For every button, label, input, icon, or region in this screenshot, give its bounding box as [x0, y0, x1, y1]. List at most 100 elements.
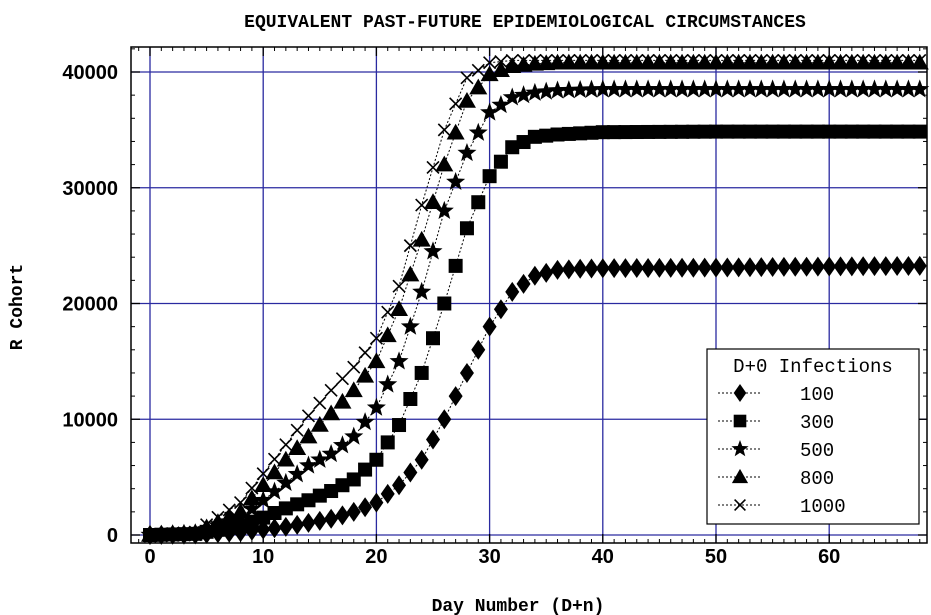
cross-stroke: [754, 53, 768, 67]
data-point: [683, 79, 703, 98]
legend-title: D+0 Infections: [733, 356, 893, 378]
data-point: [754, 53, 768, 67]
legend-item: 500: [718, 440, 834, 462]
data-point: [516, 135, 531, 150]
data-point: [853, 79, 873, 98]
data-point: [460, 71, 474, 85]
cross-stroke: [177, 526, 191, 540]
data-point: [864, 79, 884, 98]
data-point: [584, 258, 599, 279]
x-tick-label: 20: [365, 546, 387, 568]
cross-stroke: [856, 53, 870, 67]
data-point: [595, 258, 610, 279]
data-point: [641, 257, 656, 278]
data-point: [298, 455, 318, 474]
data-point: [751, 79, 771, 98]
data-point: [867, 124, 882, 139]
cross-stroke: [245, 481, 259, 495]
data-point: [810, 256, 825, 277]
data-point: [743, 53, 757, 67]
data-point: [559, 80, 579, 99]
data-point: [663, 257, 678, 278]
data-point: [380, 483, 395, 504]
data-point: [459, 221, 474, 236]
data-point: [312, 488, 327, 503]
data-point: [435, 155, 454, 172]
data-point: [166, 526, 180, 541]
data-point: [355, 412, 375, 431]
series-1000: [143, 53, 927, 542]
data-point: [652, 124, 667, 139]
data-point: [287, 464, 307, 483]
data-point: [265, 463, 284, 480]
cross-stroke: [449, 97, 463, 111]
data-point: [663, 124, 678, 139]
data-point: [267, 518, 282, 539]
cross-stroke: [550, 53, 565, 67]
data-point: [879, 53, 893, 67]
legend-item: 100: [718, 384, 834, 406]
data-point: [412, 281, 432, 301]
data-point: [468, 122, 488, 141]
data-point: [799, 256, 814, 277]
data-point: [483, 56, 497, 70]
data-point: [561, 259, 576, 280]
data-point: [615, 79, 635, 98]
data-point: [457, 143, 477, 162]
cross-stroke: [347, 360, 361, 374]
data-point: [480, 65, 499, 82]
data-point: [720, 257, 735, 278]
data-point: [332, 435, 352, 454]
data-point: [211, 510, 225, 524]
data-point: [494, 55, 508, 69]
chart-title: EQUIVALENT PAST-FUTURE EPIDEMIOLOGICAL C…: [244, 13, 806, 33]
data-point: [562, 53, 576, 67]
cross-stroke: [200, 518, 214, 532]
data-point: [367, 352, 386, 369]
data-point: [664, 53, 678, 67]
cross-stroke: [256, 467, 270, 481]
data-point: [400, 316, 420, 335]
data-point: [833, 256, 848, 277]
cross-stroke: [607, 53, 621, 67]
data-point: [709, 124, 723, 139]
data-point: [313, 396, 327, 410]
data-point: [423, 241, 443, 260]
data-point: [698, 53, 712, 67]
cross-stroke: [392, 279, 406, 293]
data-point: [415, 198, 429, 212]
data-point: [471, 339, 486, 360]
data-point: [844, 256, 859, 277]
data-point: [482, 316, 497, 337]
data-point: [709, 257, 723, 278]
data-point: [607, 125, 622, 140]
cross-stroke: [460, 71, 474, 85]
data-point: [276, 450, 295, 467]
x-tick-label: 40: [592, 546, 614, 568]
cross-stroke: [211, 510, 225, 524]
data-point: [253, 490, 273, 509]
cross-stroke: [833, 53, 848, 67]
data-point: [629, 258, 644, 279]
data-point: [528, 53, 542, 67]
data-point: [731, 257, 746, 278]
data-point: [392, 279, 406, 293]
cross-stroke: [313, 396, 327, 410]
data-point: [220, 508, 239, 524]
data-point: [754, 257, 769, 278]
cross-stroke: [539, 53, 553, 67]
cross-stroke: [403, 239, 417, 253]
y-tick-label: 10000: [62, 409, 118, 431]
data-point: [777, 53, 791, 67]
data-point: [414, 365, 429, 380]
data-point: [856, 124, 871, 139]
data-point: [378, 374, 398, 393]
data-point: [480, 102, 500, 121]
data-point: [310, 416, 329, 432]
data-point: [301, 493, 316, 508]
cross-stroke: [166, 526, 180, 541]
data-point: [910, 79, 930, 98]
data-point: [403, 462, 418, 483]
data-point: [358, 497, 373, 518]
data-point: [630, 53, 644, 67]
